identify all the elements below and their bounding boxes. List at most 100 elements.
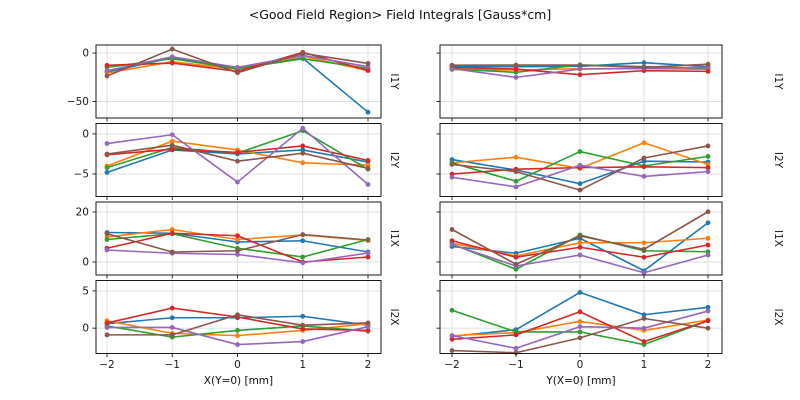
- subplot-i1y-right: I1Y: [436, 44, 784, 122]
- data-point-purple: [641, 270, 647, 276]
- data-point-purple: [300, 260, 306, 266]
- axes-spine: [439, 123, 723, 197]
- data-point-brown: [577, 62, 583, 68]
- data-point-green: [104, 237, 110, 242]
- data-point-red: [705, 242, 711, 248]
- subplot-i1x-right: I1X: [436, 201, 784, 279]
- data-point-brown: [577, 233, 583, 239]
- row-label-i2y: I2Y: [388, 152, 400, 169]
- axes-spine: [439, 44, 723, 119]
- data-point-red: [235, 149, 240, 155]
- x-tick-label: −2: [444, 359, 459, 371]
- data-point-brown: [169, 142, 175, 148]
- data-point-purple: [169, 54, 175, 60]
- data-point-brown: [104, 332, 110, 338]
- data-point-purple: [449, 333, 455, 339]
- data-point-brown: [235, 70, 240, 76]
- data-point-red: [365, 158, 371, 163]
- data-point-purple: [449, 174, 455, 180]
- data-point-brown: [449, 227, 455, 232]
- data-point-brown: [513, 169, 519, 175]
- data-point-green: [449, 307, 455, 313]
- data-point-green: [705, 153, 711, 159]
- subplot-i1y-left: 0 −50 I1Y: [67, 44, 400, 122]
- y-tick-label: 0: [82, 48, 89, 60]
- data-point-green: [577, 149, 583, 154]
- data-point-purple: [169, 325, 175, 330]
- data-point-brown: [169, 249, 175, 255]
- data-point-purple: [365, 324, 371, 330]
- data-point-blue: [641, 60, 647, 66]
- data-point-green: [300, 56, 306, 62]
- axes-spine: [95, 123, 382, 197]
- data-point-red: [641, 339, 647, 344]
- subplot-i2y-right: I2Y: [436, 123, 784, 200]
- data-point-purple: [235, 179, 240, 185]
- data-point-brown: [235, 158, 240, 164]
- data-point-purple: [577, 324, 583, 330]
- x-tick-label: 2: [365, 359, 372, 371]
- data-point-brown: [641, 316, 647, 321]
- data-point-brown: [300, 322, 306, 328]
- subplot-i2x-left: −2 −1 0 1 2 5 0 I2X: [82, 280, 400, 371]
- data-point-red: [169, 230, 175, 236]
- data-point-brown: [705, 61, 711, 67]
- data-point-purple: [104, 325, 110, 330]
- x-tick-label: 0: [234, 359, 241, 371]
- data-point-purple: [104, 247, 110, 253]
- data-point-purple: [235, 64, 240, 70]
- data-point-brown: [365, 320, 371, 326]
- data-point-brown: [449, 162, 455, 167]
- data-point-purple: [449, 242, 455, 247]
- data-point-brown: [513, 62, 519, 68]
- data-point-brown: [577, 187, 583, 193]
- data-point-blue: [300, 238, 306, 244]
- y-tick-label: 0: [82, 257, 89, 269]
- data-point-blue: [577, 181, 583, 187]
- data-point-orange: [300, 160, 306, 166]
- row-label-i1x: I1X: [388, 230, 400, 247]
- data-point-orange: [169, 138, 175, 144]
- data-point-purple: [577, 252, 583, 258]
- row-label-i1y: I1Y: [388, 73, 400, 90]
- axes-spine: [439, 280, 723, 354]
- data-point-purple: [705, 169, 711, 175]
- data-point-red: [577, 309, 583, 315]
- data-point-red: [300, 326, 306, 332]
- chart-title: <Good Field Region> Field Integrals [Gau…: [248, 7, 552, 22]
- data-point-orange: [513, 154, 519, 160]
- data-point-blue: [705, 304, 711, 310]
- data-point-red: [169, 60, 175, 66]
- row-label-i1x: I1X: [772, 230, 784, 247]
- x-tick-label: −2: [99, 359, 114, 371]
- data-point-blue: [577, 290, 583, 295]
- data-point-blue: [300, 313, 306, 319]
- data-point-red: [577, 72, 583, 78]
- data-point-orange: [169, 227, 175, 232]
- data-point-purple: [169, 132, 175, 138]
- data-point-brown: [513, 261, 519, 267]
- row-label-i1y: I1Y: [772, 73, 784, 90]
- data-point-purple: [513, 345, 519, 351]
- subplot-i2y-left: 0 −5 I2Y: [74, 123, 400, 200]
- data-point-brown: [104, 151, 110, 157]
- data-point-red: [641, 254, 647, 260]
- data-point-purple: [235, 252, 240, 257]
- data-point-orange: [577, 319, 583, 324]
- data-point-purple: [513, 74, 519, 80]
- data-point-green: [577, 329, 583, 335]
- data-point-red: [104, 62, 110, 68]
- data-point-red: [169, 305, 175, 311]
- axes-spine: [439, 201, 723, 276]
- data-point-brown: [641, 246, 647, 252]
- data-point-purple: [365, 250, 371, 256]
- data-point-purple: [705, 308, 711, 314]
- subplot-i1x-left: 20 0 I1X: [76, 201, 400, 279]
- data-point-red: [104, 320, 110, 326]
- data-point-green: [104, 165, 110, 171]
- y-tick-label: 20: [76, 207, 89, 219]
- data-point-brown: [300, 50, 306, 56]
- data-point-brown: [641, 64, 647, 70]
- data-point-green: [513, 69, 519, 75]
